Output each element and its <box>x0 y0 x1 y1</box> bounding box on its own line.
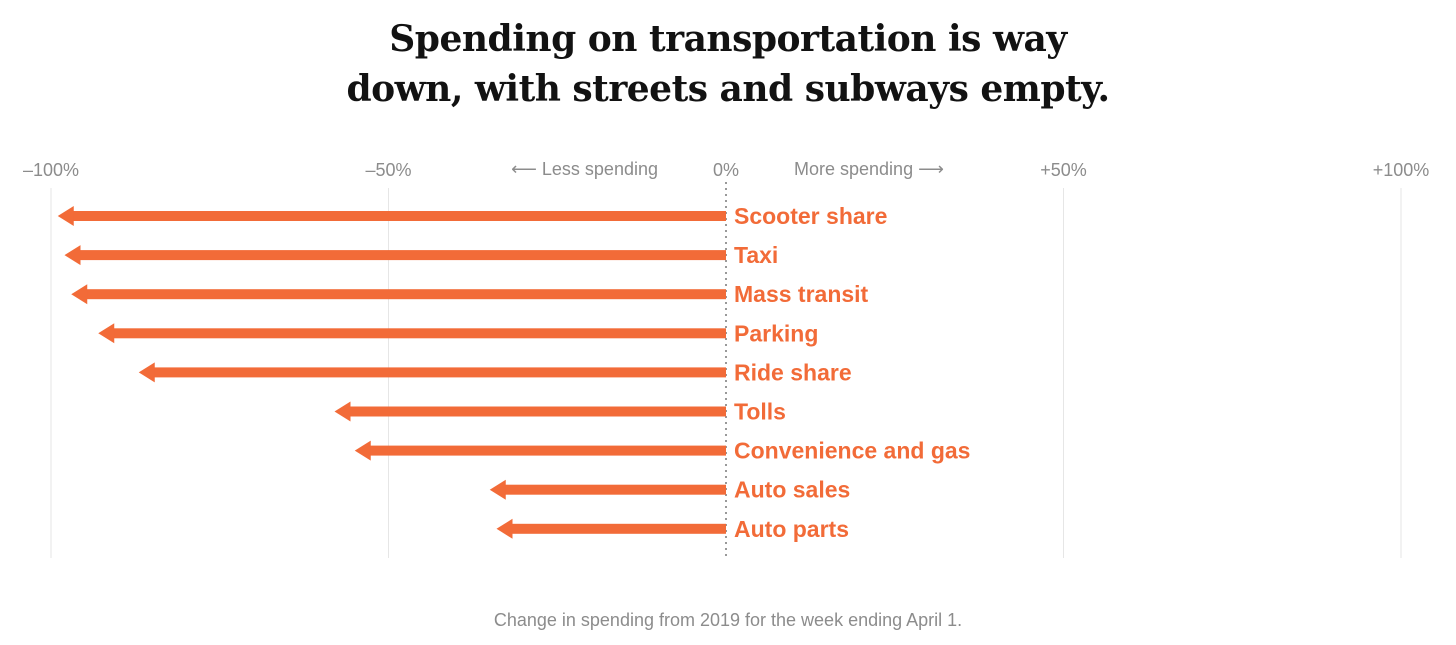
category-label: Auto parts <box>734 516 849 542</box>
bar-arrowhead <box>98 323 115 344</box>
bar-arrow <box>71 284 726 305</box>
x-tick-label: +50% <box>1040 160 1087 180</box>
bar-shaft <box>79 250 726 261</box>
x-tick-label: –50% <box>365 160 411 180</box>
category-label: Scooter share <box>734 203 887 229</box>
bar-arrow <box>98 323 726 344</box>
bar-arrow <box>64 245 726 266</box>
chart-title-line-2: down, with streets and subways empty. <box>346 68 1111 110</box>
bar-shaft <box>504 484 726 495</box>
bar-shaft <box>86 289 726 300</box>
x-tick-label: 0% <box>713 160 739 180</box>
category-label: Convenience and gas <box>734 438 970 464</box>
x-tick-label: +100% <box>1373 160 1430 180</box>
bar-shaft <box>349 406 726 417</box>
category-labels: Scooter share Taxi Mass transit Parking Ride… <box>734 203 970 542</box>
category-label: Tolls <box>734 399 786 425</box>
category-label: Mass transit <box>734 281 869 307</box>
bar-arrow <box>489 479 726 500</box>
chart-title: Spending on transportation is way down, … <box>0 14 1456 114</box>
bar-arrow <box>354 440 726 461</box>
bar-arrowhead <box>138 362 155 383</box>
category-label: Taxi <box>734 242 778 268</box>
bar-arrowhead <box>334 401 351 422</box>
chart-title-line-1: Spending on transportation is way <box>389 18 1067 60</box>
bar-arrow <box>138 362 726 383</box>
bar-arrowhead <box>489 479 506 500</box>
category-label: Auto sales <box>734 477 850 503</box>
more-spending-label: More spending ⟶ <box>794 159 944 179</box>
bar-shaft <box>369 445 726 456</box>
direction-labels: ⟵ Less spending More spending ⟶ <box>511 159 944 179</box>
bar-shaft <box>511 523 726 534</box>
bar-arrowhead <box>64 245 81 266</box>
category-label: Ride share <box>734 359 852 385</box>
bar-arrow <box>496 518 726 539</box>
bars <box>57 206 726 539</box>
axis-ticks: –100% –50% 0% +50% +100% <box>23 160 1429 180</box>
less-spending-label: ⟵ Less spending <box>511 159 658 179</box>
bar-shaft <box>153 367 726 378</box>
bar-arrowhead <box>496 518 513 539</box>
bar-arrow <box>334 401 726 422</box>
bar-shaft <box>113 328 726 339</box>
category-label: Parking <box>734 320 818 346</box>
bar-arrowhead <box>354 440 371 461</box>
x-tick-label: –100% <box>23 160 79 180</box>
bar-shaft <box>72 211 726 221</box>
bar-arrowhead <box>57 206 74 226</box>
bar-arrowhead <box>71 284 88 305</box>
chart-note: Change in spending from 2019 for the wee… <box>493 610 963 630</box>
bar-arrow <box>57 206 726 226</box>
